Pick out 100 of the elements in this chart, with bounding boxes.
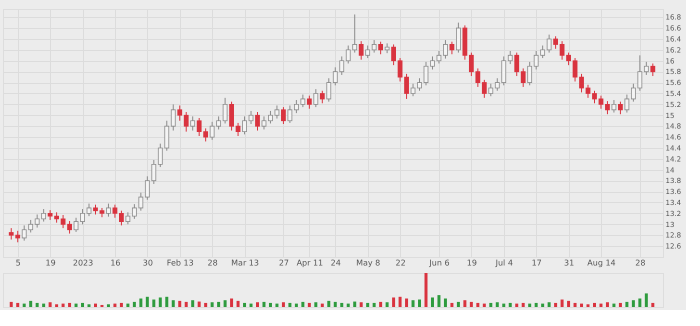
bar xyxy=(132,302,136,307)
bar xyxy=(178,300,182,307)
bar xyxy=(405,298,408,307)
bar xyxy=(256,302,259,307)
bar xyxy=(392,297,396,307)
candlestick xyxy=(15,230,20,243)
bar xyxy=(470,302,473,307)
candlestick xyxy=(501,56,506,86)
x-tick-label: 19 xyxy=(46,258,56,268)
bar xyxy=(541,304,544,307)
candlestick xyxy=(170,104,176,132)
bar xyxy=(625,302,628,307)
bar xyxy=(236,300,240,307)
bar xyxy=(651,302,654,307)
bar xyxy=(81,302,84,307)
candlestick xyxy=(456,22,461,54)
bar xyxy=(489,302,492,307)
bar xyxy=(353,302,356,307)
x-tick-label: 17 xyxy=(532,258,542,268)
candlestick xyxy=(384,42,390,54)
x-tick-label: 30 xyxy=(142,258,153,268)
bar xyxy=(55,304,58,307)
bar xyxy=(113,304,116,307)
bar xyxy=(172,300,175,307)
bar xyxy=(29,300,32,307)
candlestick xyxy=(326,78,332,102)
x-tick-label: 5 xyxy=(16,258,21,268)
x-tick-label: Aug 14 xyxy=(587,258,616,268)
bar xyxy=(301,302,304,307)
candlestick xyxy=(196,118,202,136)
bar xyxy=(146,296,149,307)
bar xyxy=(152,300,156,307)
bar xyxy=(548,302,551,307)
candlestick xyxy=(450,41,454,55)
bar xyxy=(327,300,330,307)
bar xyxy=(450,302,454,307)
candlestick xyxy=(494,78,500,92)
x-tick-label: Jul 4 xyxy=(494,258,513,268)
bar xyxy=(36,302,39,307)
candlestick xyxy=(650,63,656,77)
candlestick xyxy=(378,41,384,55)
x-tick-label: Feb 13 xyxy=(166,258,194,268)
x-tick-label: 31 xyxy=(564,258,574,268)
candlestick xyxy=(151,159,156,184)
bar xyxy=(515,304,518,307)
candlestick xyxy=(190,116,196,132)
bar xyxy=(456,302,460,307)
bar xyxy=(463,300,466,307)
x-tick-label: Apr 11 xyxy=(296,258,324,268)
bar xyxy=(22,304,26,307)
candlestick xyxy=(346,45,351,64)
candlestick xyxy=(372,40,377,54)
candlestick xyxy=(482,79,487,98)
bar xyxy=(482,304,486,307)
bar xyxy=(592,302,596,307)
bar xyxy=(618,302,622,307)
candlestick xyxy=(184,112,189,132)
x-tick-label: 28 xyxy=(208,258,218,268)
bar xyxy=(282,302,285,307)
bar xyxy=(16,302,20,307)
x-tick-label: 24 xyxy=(330,258,341,268)
bar xyxy=(586,304,590,307)
bar xyxy=(508,302,512,307)
bar xyxy=(632,300,635,307)
bar xyxy=(204,302,208,307)
x-tick-label: 2023 xyxy=(72,258,94,268)
candlestick xyxy=(520,68,526,88)
bar xyxy=(599,304,602,307)
bar xyxy=(437,295,440,307)
x-tick-label: 19 xyxy=(466,258,477,268)
candlestick xyxy=(352,14,358,54)
candlestick xyxy=(28,219,34,233)
candlestick xyxy=(332,66,338,86)
bar xyxy=(191,300,194,307)
bar xyxy=(638,298,642,307)
candlestick xyxy=(22,224,27,242)
bar xyxy=(62,304,65,307)
bar xyxy=(250,304,253,307)
bar xyxy=(288,302,292,307)
bar xyxy=(612,304,616,307)
bar xyxy=(10,302,13,307)
bar xyxy=(308,302,311,307)
bar xyxy=(210,302,214,307)
bar xyxy=(262,302,266,307)
candlestick xyxy=(306,95,312,110)
candlestick xyxy=(177,104,182,122)
bar xyxy=(88,304,91,307)
x-tick-label: May 8 xyxy=(356,258,380,268)
bar xyxy=(534,302,538,307)
candlestick xyxy=(612,100,616,114)
bar xyxy=(230,298,234,307)
bar xyxy=(198,302,201,307)
bar xyxy=(574,302,577,307)
x-tick-label: 27 xyxy=(278,258,290,268)
bar xyxy=(68,302,72,307)
bar xyxy=(360,302,363,307)
bar xyxy=(567,300,570,307)
bar xyxy=(275,304,278,307)
candlestick xyxy=(106,203,111,218)
bar xyxy=(120,302,123,307)
